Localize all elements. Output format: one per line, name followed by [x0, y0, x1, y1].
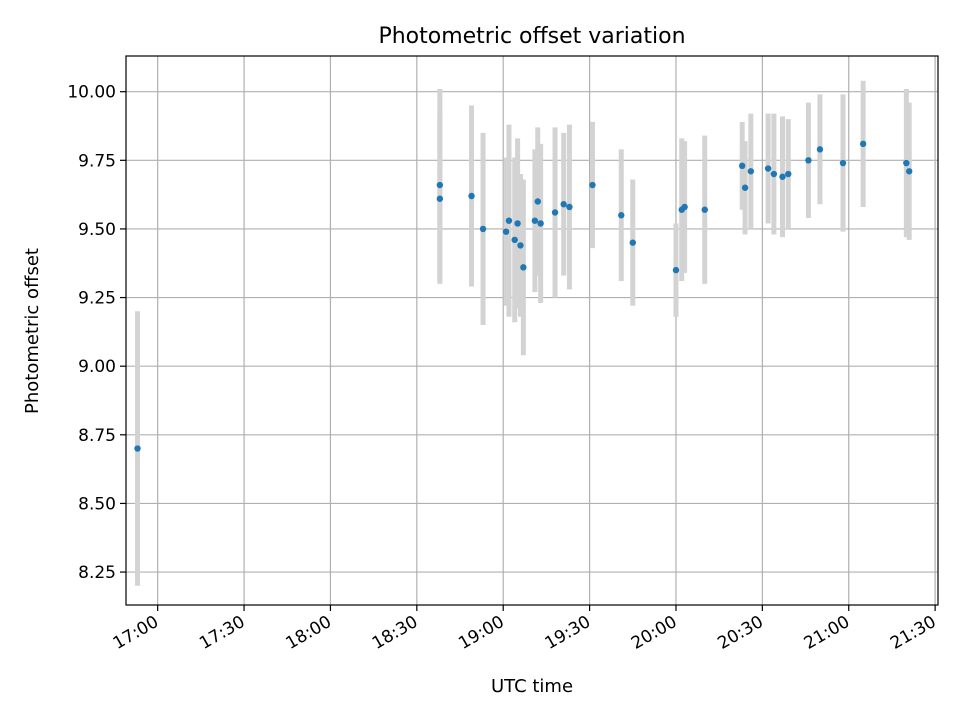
x-tick-label: 17:00	[110, 612, 162, 654]
data-point	[702, 207, 708, 213]
y-tick-label: 8.25	[78, 563, 116, 583]
data-point	[779, 174, 785, 180]
data-point	[503, 228, 509, 234]
x-tick-label: 21:00	[801, 612, 853, 654]
data-point	[805, 157, 811, 163]
data-point	[535, 198, 541, 204]
data-point	[560, 201, 566, 207]
data-point	[906, 168, 912, 174]
data-point	[514, 220, 520, 226]
data-point	[134, 445, 140, 451]
x-tick-label: 18:00	[283, 612, 335, 654]
grid	[126, 56, 938, 605]
x-tick-label: 17:30	[196, 612, 248, 654]
data-point	[532, 218, 538, 224]
x-tick-label: 19:30	[542, 612, 594, 654]
y-tick-label: 9.00	[78, 357, 116, 377]
data-point	[860, 141, 866, 147]
y-tick-label: 9.75	[78, 151, 116, 171]
y-tick-label: 8.50	[78, 494, 116, 514]
data-point	[817, 146, 823, 152]
offset-chart: 17:00 17:30 18:00 18:30 19:00 19:30 20:00 20:30…	[0, 0, 960, 720]
data-point	[618, 212, 624, 218]
data-point	[437, 196, 443, 202]
y-tick-label: 10.00	[67, 83, 116, 103]
data-point	[566, 204, 572, 210]
data-point	[681, 204, 687, 210]
data-point	[739, 163, 745, 169]
x-tick-label: 20:00	[628, 612, 680, 654]
data-point	[517, 242, 523, 248]
plot-frame	[126, 56, 938, 605]
data-point	[589, 182, 595, 188]
x-tick-label: 21:30	[887, 612, 939, 654]
data-point	[520, 264, 526, 270]
data-point	[748, 168, 754, 174]
data-point	[903, 160, 909, 166]
x-tick-label: 19:00	[455, 612, 507, 654]
x-axis-ticks: 17:00 17:30 18:00 18:30 19:00 19:30 20:00 20:30…	[110, 605, 940, 654]
data-point	[673, 267, 679, 273]
data-point	[765, 165, 771, 171]
data-point	[771, 171, 777, 177]
data-point	[512, 237, 518, 243]
data-point	[552, 209, 558, 215]
error-bars	[138, 81, 910, 586]
y-tick-label: 9.25	[78, 289, 116, 309]
x-tick-label: 20:30	[714, 612, 766, 654]
data-point	[840, 160, 846, 166]
y-axis-ticks: 8.25 8.50 8.75 9.00 9.25 9.50 9.75 10.00	[67, 83, 126, 583]
y-tick-label: 9.50	[78, 220, 116, 240]
data-point	[437, 182, 443, 188]
chart-title: Photometric offset variation	[378, 24, 685, 49]
x-axis-label: UTC time	[491, 676, 573, 697]
data-point	[480, 226, 486, 232]
data-point	[468, 193, 474, 199]
data-point	[506, 218, 512, 224]
y-tick-label: 8.75	[78, 426, 116, 446]
data-point	[537, 220, 543, 226]
data-point	[742, 185, 748, 191]
y-axis-label: Photometric offset	[22, 248, 43, 414]
x-tick-label: 18:30	[369, 612, 421, 654]
data-point	[785, 171, 791, 177]
data-point	[630, 239, 636, 245]
